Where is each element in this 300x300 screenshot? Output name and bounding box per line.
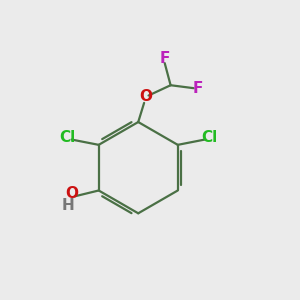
Text: F: F [160,51,170,66]
Text: Cl: Cl [59,130,75,145]
Text: F: F [193,81,203,96]
Text: Cl: Cl [201,130,218,145]
Text: O: O [65,186,78,201]
Text: H: H [62,198,74,213]
Text: O: O [139,89,152,104]
